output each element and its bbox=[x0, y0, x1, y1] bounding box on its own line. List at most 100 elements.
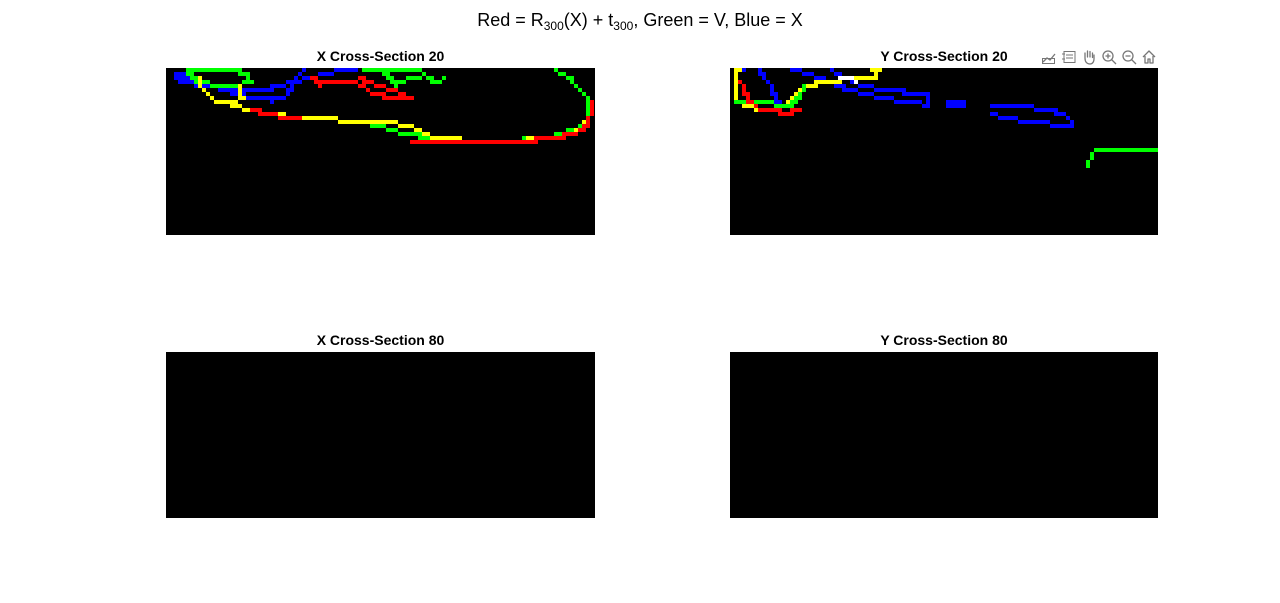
edge-pixel bbox=[250, 88, 254, 92]
edge-map-y80 bbox=[730, 352, 1158, 518]
edge-pixel bbox=[558, 132, 562, 136]
edge-pixel bbox=[254, 108, 258, 112]
edge-pixel bbox=[918, 92, 922, 96]
edge-pixel bbox=[1070, 124, 1074, 128]
edge-pixel bbox=[190, 76, 194, 80]
edge-pixel bbox=[838, 80, 842, 84]
edge-pixel bbox=[386, 68, 390, 72]
edge-pixel bbox=[866, 84, 870, 88]
edge-pixel bbox=[766, 108, 770, 112]
edge-pixel bbox=[582, 124, 586, 128]
edge-pixel bbox=[398, 68, 402, 72]
brush-icon[interactable] bbox=[1060, 48, 1078, 66]
panel-y-cross-section-80[interactable] bbox=[730, 352, 1158, 518]
edge-pixel bbox=[254, 88, 258, 92]
panel-x-cross-section-80[interactable] bbox=[166, 352, 595, 518]
edge-pixel bbox=[778, 108, 782, 112]
edge-pixel bbox=[1054, 112, 1058, 116]
edge-pixel bbox=[434, 80, 438, 84]
edge-pixel bbox=[394, 120, 398, 124]
edge-pixel bbox=[410, 124, 414, 128]
edge-pixel bbox=[586, 96, 590, 100]
edge-pixel bbox=[370, 80, 374, 84]
edge-pixel bbox=[258, 112, 262, 116]
edge-pixel bbox=[374, 84, 378, 88]
edge-pixel bbox=[310, 116, 314, 120]
edge-pixel bbox=[438, 80, 442, 84]
edge-pixel bbox=[830, 68, 834, 72]
edge-pixel bbox=[1038, 120, 1042, 124]
edge-pixel bbox=[962, 104, 966, 108]
edge-pixel bbox=[250, 96, 254, 100]
edge-pixel bbox=[406, 76, 410, 80]
edge-pixel bbox=[822, 80, 826, 84]
edge-pixel bbox=[406, 68, 410, 72]
edge-pixel bbox=[798, 108, 802, 112]
edge-pixel bbox=[1046, 120, 1050, 124]
edge-pixel bbox=[190, 72, 194, 76]
edge-pixel bbox=[314, 76, 318, 80]
edge-pixel bbox=[338, 68, 342, 72]
edge-pixel bbox=[282, 112, 286, 116]
edge-pixel bbox=[862, 84, 866, 88]
zoom-in-icon[interactable] bbox=[1100, 48, 1118, 66]
edge-pixel bbox=[198, 80, 202, 84]
edge-pixel bbox=[1126, 148, 1130, 152]
edge-pixel bbox=[370, 120, 374, 124]
edge-pixel bbox=[418, 132, 422, 136]
edge-pixel bbox=[330, 80, 334, 84]
edge-pixel bbox=[238, 104, 242, 108]
edge-pixel bbox=[750, 104, 754, 108]
edge-pixel bbox=[798, 68, 802, 72]
edge-pixel bbox=[782, 104, 786, 108]
pan-icon[interactable] bbox=[1080, 48, 1098, 66]
edge-pixel bbox=[442, 136, 446, 140]
edge-pixel bbox=[1050, 108, 1054, 112]
panel-y-cross-section-20[interactable] bbox=[730, 68, 1158, 235]
edge-pixel bbox=[790, 96, 794, 100]
edge-pixel bbox=[362, 120, 366, 124]
export-icon[interactable] bbox=[1040, 48, 1058, 66]
edge-pixel bbox=[586, 120, 590, 124]
edge-pixel bbox=[1142, 148, 1146, 152]
zoom-out-icon[interactable] bbox=[1120, 48, 1138, 66]
edge-pixel bbox=[210, 96, 214, 100]
edge-pixel bbox=[794, 68, 798, 72]
edge-pixel bbox=[338, 80, 342, 84]
edge-path-green bbox=[186, 68, 254, 88]
edge-pixel bbox=[746, 100, 750, 104]
edge-pixel bbox=[286, 88, 290, 92]
edge-pixel bbox=[270, 112, 274, 116]
edge-pixel bbox=[1058, 112, 1062, 116]
edge-pixel bbox=[870, 92, 874, 96]
edge-pixel bbox=[270, 100, 274, 104]
edge-pixel bbox=[202, 84, 206, 88]
edge-pixel bbox=[298, 80, 302, 84]
edge-pixel bbox=[774, 96, 778, 100]
edge-pixel bbox=[546, 136, 550, 140]
edge-pixel bbox=[926, 92, 930, 96]
edge-path-red bbox=[250, 108, 302, 120]
edge-pixel bbox=[274, 112, 278, 116]
edge-pixel bbox=[798, 88, 802, 92]
edge-pixel bbox=[218, 68, 222, 72]
edge-pixel bbox=[734, 76, 738, 80]
edge-pixel bbox=[1050, 124, 1054, 128]
panel-x-cross-section-20[interactable] bbox=[166, 68, 595, 235]
edge-pixel bbox=[422, 132, 426, 136]
edge-pixel bbox=[778, 100, 782, 104]
edge-pixel bbox=[522, 140, 526, 144]
home-icon[interactable] bbox=[1140, 48, 1158, 66]
edge-path-yellow bbox=[198, 76, 246, 104]
edge-pixel bbox=[202, 80, 206, 84]
edge-pixel bbox=[382, 92, 386, 96]
edge-pixel bbox=[230, 92, 234, 96]
edge-pixel bbox=[802, 72, 806, 76]
edge-pixel bbox=[814, 80, 818, 84]
edge-pixel bbox=[946, 104, 950, 108]
edge-pixel bbox=[1034, 108, 1038, 112]
edge-pixel bbox=[770, 92, 774, 96]
edge-pixel bbox=[274, 84, 278, 88]
edge-pixel bbox=[1090, 156, 1094, 160]
edge-pixel bbox=[774, 104, 778, 108]
